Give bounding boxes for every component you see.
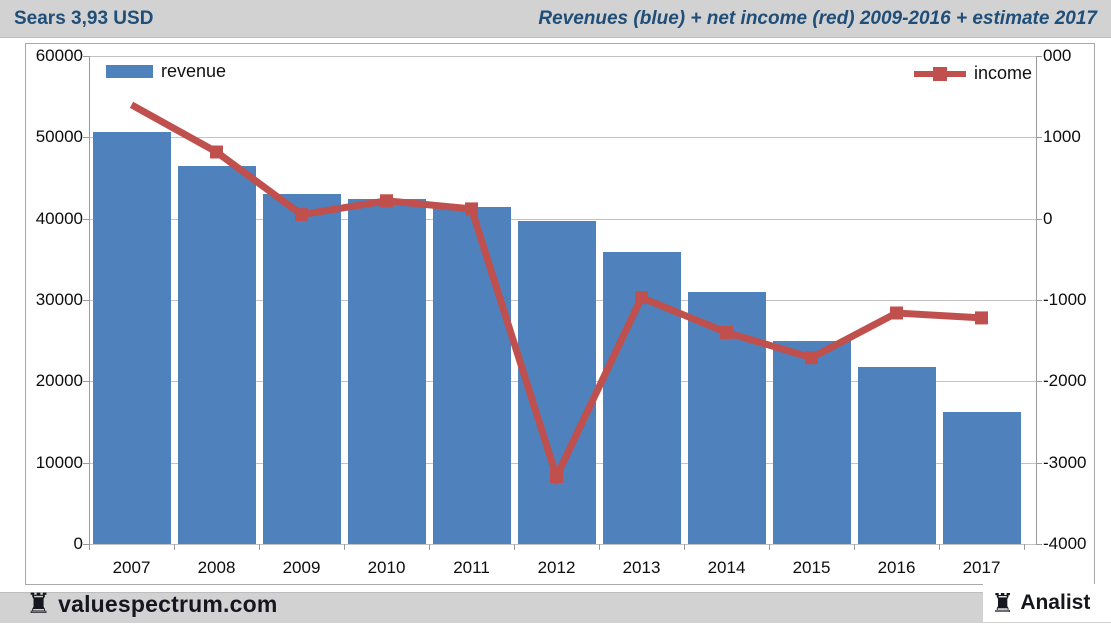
x-axis-label-2007: 2007	[112, 558, 151, 577]
bar-2010	[347, 199, 426, 544]
income-marker-2010	[380, 194, 393, 208]
income-marker-2011	[465, 202, 478, 216]
bar-2011	[432, 207, 511, 544]
x-axis-tick	[259, 544, 260, 550]
chart-canvas: revenue income 60000 000 50000 1000 40000 0 30…	[25, 43, 1095, 585]
ticker-title: Sears 3,93 USD	[14, 7, 154, 29]
right-axis-tick	[1036, 137, 1042, 139]
right-axis-label: -3000	[1043, 452, 1087, 472]
left-axis-label: 50000	[35, 127, 83, 147]
left-axis-label: 40000	[35, 208, 83, 228]
x-axis-label-2014: 2014	[707, 558, 746, 577]
left-axis-tick	[83, 462, 89, 464]
income-marker-2009	[295, 208, 308, 222]
brand-left-label: valuespectrum.com	[58, 590, 278, 617]
x-axis-tick	[769, 544, 770, 550]
left-axis-tick	[83, 300, 89, 301]
brand-right-label: Analist	[1020, 591, 1091, 614]
left-axis-line	[89, 56, 90, 544]
income-marker-2013	[635, 291, 648, 305]
brand-analist: ♜ Analist	[983, 584, 1111, 622]
gridline	[89, 137, 1036, 139]
income-line-marker-icon	[914, 66, 966, 82]
bar-2009	[262, 194, 341, 544]
right-axis-label: 000	[1043, 46, 1072, 65]
legend-income-label: income	[974, 63, 1033, 83]
legend-revenue: revenue	[106, 61, 227, 82]
bar-2008	[177, 165, 256, 544]
rook-icon: ♜	[991, 588, 1015, 618]
left-axis-label: 0	[73, 534, 83, 553]
right-axis-tick	[1036, 381, 1042, 383]
rook-icon: ♜	[26, 588, 52, 619]
income-marker-2014	[720, 326, 733, 339]
right-axis-label: 1000	[1043, 127, 1081, 147]
legend-revenue-label: revenue	[161, 61, 227, 81]
header-bar: Sears 3,93 USD Revenues (blue) + net inc…	[0, 0, 1111, 38]
income-line-path	[129, 101, 982, 487]
bar-2015	[772, 341, 851, 544]
x-axis-label-2013: 2013	[622, 558, 661, 577]
x-axis-tick	[174, 544, 175, 550]
chart-title: Revenues (blue) + net income (red) 2009-…	[538, 7, 1097, 29]
x-axis-tick	[854, 544, 855, 550]
bar-2007	[92, 132, 171, 544]
right-axis-tick	[1036, 300, 1042, 301]
right-axis-label: -2000	[1043, 371, 1087, 391]
income-marker-2016	[890, 306, 903, 320]
x-axis-label-2015: 2015	[792, 558, 831, 577]
x-axis-tick	[429, 544, 430, 550]
x-axis-label-2008: 2008	[197, 558, 236, 577]
income-marker-2015	[805, 351, 818, 365]
bar-2016	[857, 366, 936, 544]
gridline	[89, 218, 1036, 220]
footer-bar	[0, 592, 1111, 623]
x-axis-tick	[939, 544, 940, 550]
right-axis-tick	[1036, 462, 1042, 464]
left-axis-tick	[83, 218, 89, 220]
x-axis-tick	[1024, 544, 1025, 550]
x-axis-tick	[684, 544, 685, 550]
left-axis-tick	[83, 56, 89, 57]
x-axis-label-2009: 2009	[282, 558, 321, 577]
left-axis-label: 30000	[35, 290, 83, 309]
right-axis-label: 0	[1043, 208, 1053, 228]
legend-income: income	[914, 63, 1033, 84]
gridline	[89, 544, 1036, 545]
right-axis-tick	[1036, 218, 1042, 220]
left-axis-tick	[83, 137, 89, 139]
income-marker-2017	[975, 311, 988, 325]
income-square-icon	[933, 66, 947, 81]
x-axis-label-2016: 2016	[877, 558, 916, 577]
left-axis-tick	[83, 381, 89, 383]
x-axis-label-2012: 2012	[537, 558, 576, 577]
x-axis-label-2010: 2010	[367, 558, 406, 577]
x-axis-tick	[344, 544, 345, 550]
income-line-series	[129, 101, 988, 487]
bar-2017	[942, 412, 1021, 544]
left-axis-label: 10000	[35, 452, 83, 472]
x-axis-tick	[599, 544, 600, 550]
income-marker-2008	[210, 145, 223, 159]
right-axis-line	[1036, 56, 1037, 544]
right-axis-tick	[1036, 56, 1042, 57]
left-axis-label: 20000	[35, 371, 83, 391]
right-axis-label: -4000	[1043, 534, 1087, 553]
right-axis-label: -1000	[1043, 290, 1087, 309]
right-axis-tick	[1036, 544, 1042, 545]
x-axis-label-2011: 2011	[453, 558, 490, 577]
brand-valuespectrum: ♜ valuespectrum.com	[26, 590, 278, 618]
gridline	[89, 56, 1036, 57]
left-axis-tick	[83, 544, 89, 545]
revenue-swatch-icon	[106, 65, 153, 78]
x-axis-tick	[514, 544, 515, 550]
x-axis-tick	[89, 544, 90, 550]
left-axis-label: 60000	[35, 46, 83, 65]
x-axis-label-2017: 2017	[962, 558, 1001, 577]
bar-2012	[517, 221, 596, 544]
income-marker-2012	[550, 470, 563, 483]
